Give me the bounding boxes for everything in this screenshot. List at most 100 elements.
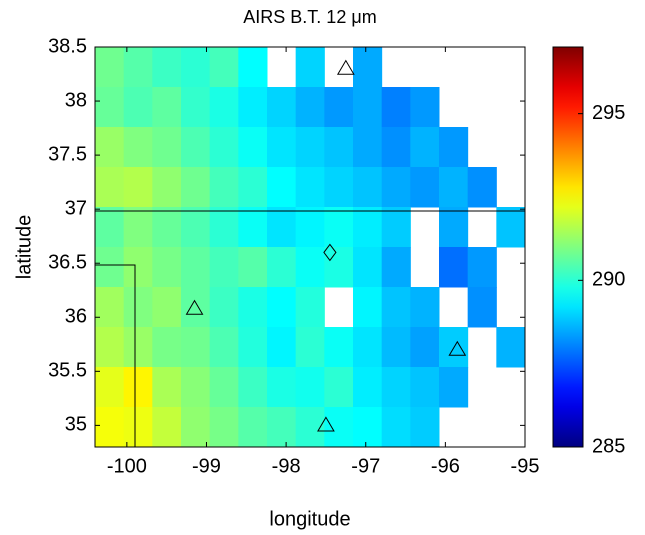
colorbar-tick-label: 285 [592,435,625,457]
heat-cell [238,247,268,288]
heat-cell [324,247,354,288]
heat-cell [181,287,211,328]
heat-cell [353,407,383,448]
heat-cell [95,87,125,128]
y-tick-label: 37 [65,197,87,219]
heat-cell [381,367,411,408]
heat-cell [381,247,411,288]
y-tick-label: 38 [65,89,87,111]
heatmap [95,47,526,448]
y-tick-label: 37.5 [48,143,87,165]
heat-cell [238,327,268,368]
y-tick-label: 38.5 [48,35,87,57]
heat-cell [209,327,239,368]
y-tick-label: 35.5 [48,360,87,382]
heat-cell [410,327,440,368]
site-marker [317,416,335,432]
heat-cell [381,167,411,208]
heat-cell [439,127,469,168]
heat-cell [381,127,411,168]
heat-cell [267,127,297,168]
heat-cell [95,127,125,168]
heat-cell [152,327,182,368]
heat-cell [381,327,411,368]
x-tick-label: -97 [351,455,380,477]
heat-cell [209,407,239,448]
heat-cell [496,327,526,368]
heat-cell [324,207,354,248]
chart-title: AIRS B.T. 12 μm [243,7,376,27]
heat-cell [181,47,211,88]
heat-cell [295,287,325,328]
heat-cell [353,167,383,208]
heat-cell [295,127,325,168]
heat-cell [410,127,440,168]
site-marker [448,340,467,356]
heat-cell [267,287,297,328]
heat-cell [267,207,297,248]
heat-cell [410,367,440,408]
heat-cell [95,367,125,408]
heat-cell [324,327,354,368]
heat-cell [238,207,268,248]
heat-cell [95,287,125,328]
heat-cell [410,87,440,128]
heat-cell [467,287,497,328]
heat-cell [152,127,182,168]
heat-cell [181,247,211,288]
heat-cell [123,87,153,128]
heat-cell [209,127,239,168]
colorbar [552,46,584,448]
heat-cell [152,207,182,248]
x-tick-label: -96 [431,455,460,477]
colorbar-tick-label: 290 [592,269,625,291]
heat-cell [381,287,411,328]
heat-cell [238,127,268,168]
heat-cell [152,47,182,88]
heat-cell [209,87,239,128]
heat-cell [353,87,383,128]
y-axis-label: latitude [13,215,35,280]
heat-cell [295,247,325,288]
heat-cell [181,87,211,128]
heat-cell [295,207,325,248]
heat-cell [267,367,297,408]
heat-cell [152,167,182,208]
heat-cell [238,367,268,408]
heat-cell [181,327,211,368]
heat-cell [152,87,182,128]
heat-cell [353,47,383,88]
heat-cell [267,87,297,128]
heat-cell [353,327,383,368]
heat-cell [467,167,497,208]
heat-cell [353,287,383,328]
x-tick-label: -98 [272,455,301,477]
heat-cell [381,207,411,248]
heat-cell [123,327,153,368]
heat-cell [324,87,354,128]
heat-cell [209,287,239,328]
heat-cell [209,47,239,88]
heat-cell [123,247,153,288]
site-marker [323,243,337,262]
heat-cell [152,367,182,408]
x-axis-label: longitude [269,508,350,530]
heat-cell [467,247,497,288]
heat-cell [209,167,239,208]
overlay [95,59,525,447]
heat-cell [95,207,125,248]
x-tick-label: -100 [107,455,147,477]
x-tick-label: -95 [511,455,540,477]
heat-cell [295,87,325,128]
heat-cell [123,367,153,408]
heat-cell [123,47,153,88]
heat-cell [439,167,469,208]
site-marker [336,59,355,75]
x-tick-label: -99 [192,455,221,477]
heat-cell [123,127,153,168]
heat-cell [123,287,153,328]
heat-cell [95,247,125,288]
heat-cell [267,167,297,208]
heat-cell [295,327,325,368]
